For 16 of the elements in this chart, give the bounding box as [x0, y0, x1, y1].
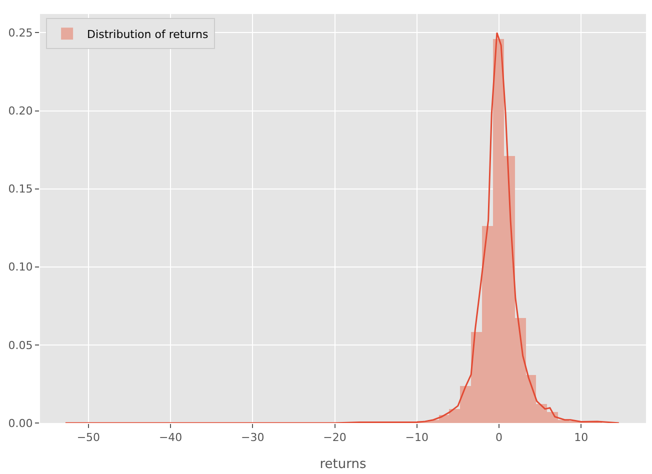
x-tick-label: 0: [496, 431, 503, 444]
y-tick-label: 0.20: [8, 104, 33, 118]
x-axis-title: returns: [320, 456, 366, 472]
x-tick-label: −10: [405, 431, 429, 444]
x-tick-label: −40: [158, 431, 182, 444]
legend-label: Distribution of returns: [87, 28, 208, 41]
x-tick-label: −30: [241, 431, 264, 444]
x-tick-label: 10: [574, 431, 588, 444]
y-tick-label: 0.00: [8, 416, 33, 430]
y-tick-label: 0.15: [8, 182, 33, 196]
x-tick-label: −20: [323, 431, 346, 444]
y-tick-label: 0.05: [8, 338, 33, 352]
x-tick-label: −50: [76, 431, 100, 444]
y-tick-label: 0.10: [8, 260, 33, 274]
y-tick-label: 0.25: [8, 26, 33, 40]
line-series: [64, 32, 620, 423]
